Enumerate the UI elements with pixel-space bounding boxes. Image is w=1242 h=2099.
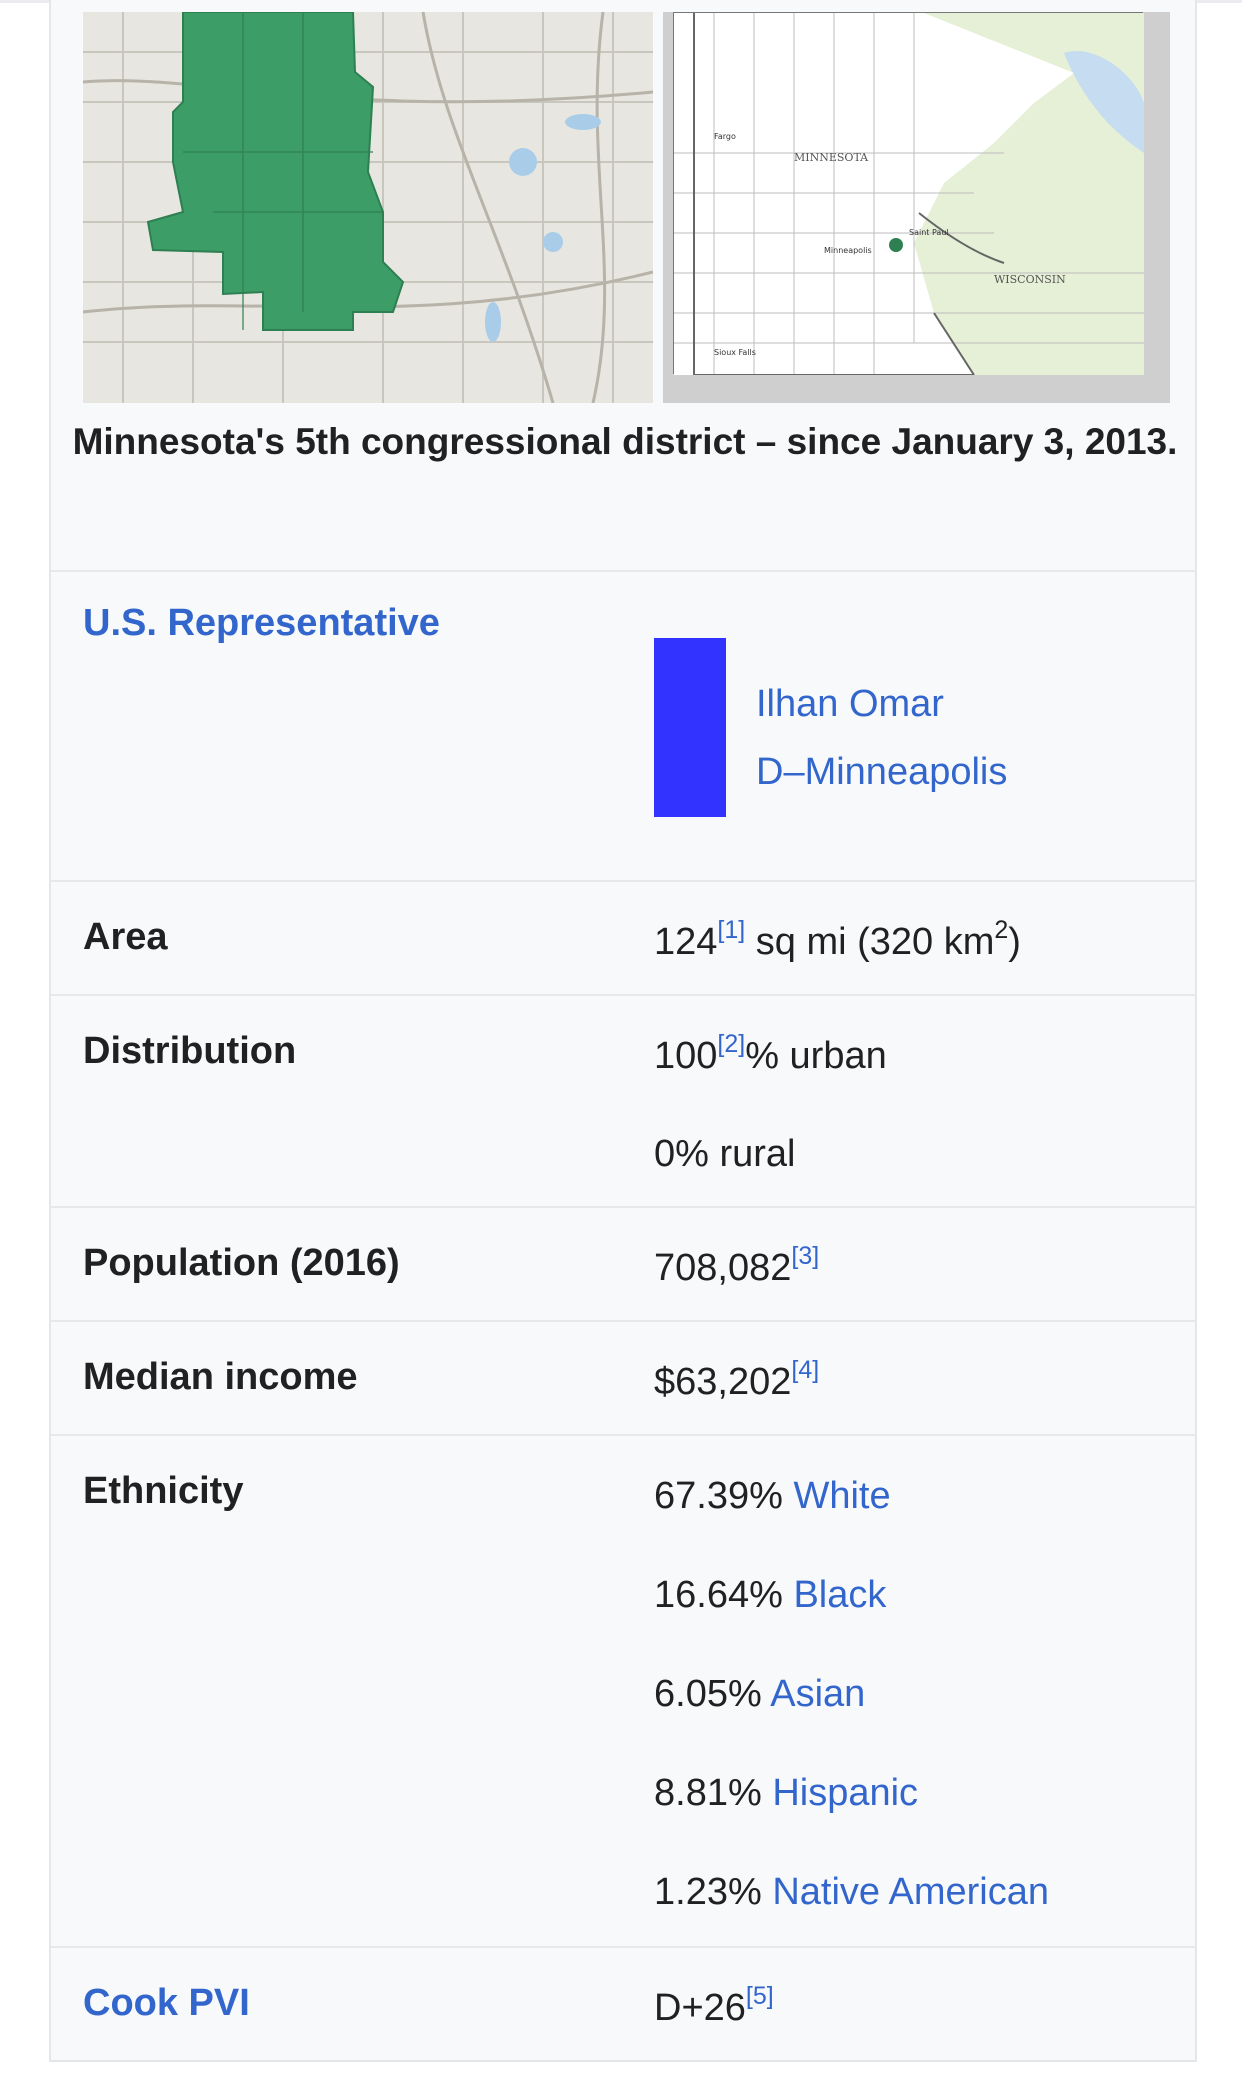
ethnicity-item: 67.39% White: [654, 1474, 891, 1518]
ethnicity-link[interactable]: Asian: [770, 1673, 866, 1715]
ethnicity-item: 16.64% Black: [654, 1573, 886, 1617]
ethnicity-link[interactable]: Hispanic: [772, 1772, 919, 1814]
ref-link[interactable]: [2]: [717, 1030, 746, 1058]
area-label: Area: [83, 916, 168, 958]
ethnicity-label: Ethnicity: [83, 1470, 244, 1512]
district-maps[interactable]: MINNESOTA WISCONSIN Minneapolis Saint Pa…: [83, 12, 1170, 403]
cook-pvi-label[interactable]: Cook PVI: [83, 1982, 250, 2024]
infobox: MINNESOTA WISCONSIN Minneapolis Saint Pa…: [49, 0, 1197, 2062]
representative-info: Ilhan Omar D–Minneapolis: [756, 670, 1007, 806]
income-number: $63,202: [654, 1361, 792, 1403]
row-cook-pvi: Cook PVI D+26[5]: [51, 1946, 1195, 2062]
fargo-label: Fargo: [714, 132, 736, 141]
ref-link[interactable]: [1]: [717, 916, 746, 944]
representative-name[interactable]: Ilhan Omar: [756, 683, 944, 725]
row-representative: U.S. Representative Ilhan Omar D–Minneap…: [51, 570, 1195, 882]
rural-value: 0% rural: [654, 1133, 796, 1175]
distribution-label: Distribution: [83, 1030, 297, 1072]
row-distribution: Distribution 100[2]% urban 0% rural: [51, 994, 1195, 1208]
area-value: 124[1] sq mi (320 km2): [654, 918, 1021, 964]
city-label: Minneapolis: [824, 246, 872, 255]
population-label: Population (2016): [83, 1242, 400, 1284]
ref-link[interactable]: [3]: [791, 1242, 820, 1270]
urban-value: 100[2]% urban: [654, 1032, 887, 1078]
area-unit: sq mi (320 km: [745, 921, 995, 963]
ethnicity-item: 6.05% Asian: [654, 1672, 865, 1716]
area-number: 124: [654, 921, 718, 963]
district-detail-map[interactable]: [83, 12, 653, 403]
income-label: Median income: [83, 1356, 358, 1398]
representative-label[interactable]: U.S. Representative: [83, 602, 440, 644]
party-color-bar: [654, 638, 726, 817]
ethnicity-item: 1.23% Native American: [654, 1870, 1049, 1914]
row-area: Area 124[1] sq mi (320 km2): [51, 880, 1195, 996]
row-ethnicity: Ethnicity 67.39% White 16.64% Black 6.05…: [51, 1434, 1195, 1948]
ref-link[interactable]: [5]: [745, 1982, 774, 2010]
neighbor-label: WISCONSIN: [994, 273, 1066, 286]
sioux-falls-label: Sioux Falls: [714, 348, 756, 357]
area-close: ): [1008, 921, 1021, 963]
ethnicity-pct: 6.05%: [654, 1673, 771, 1715]
ethnicity-item: 8.81% Hispanic: [654, 1771, 918, 1815]
ethnicity-pct: 8.81%: [654, 1772, 773, 1814]
superscript: 2: [994, 916, 1009, 944]
ref-link[interactable]: [4]: [791, 1356, 820, 1384]
ethnicity-link[interactable]: Black: [793, 1574, 887, 1616]
pvi-number: D+26: [654, 1987, 746, 2029]
row-population: Population (2016) 708,082[3]: [51, 1206, 1195, 1322]
urban-number: 100: [654, 1035, 718, 1077]
representative-party-city[interactable]: D–Minneapolis: [756, 751, 1008, 793]
ethnicity-link[interactable]: White: [793, 1475, 891, 1517]
ethnicity-pct: 16.64%: [654, 1574, 794, 1616]
state-locator-map[interactable]: MINNESOTA WISCONSIN Minneapolis Saint Pa…: [663, 12, 1170, 403]
cook-pvi-value: D+26[5]: [654, 1984, 774, 2030]
row-median-income: Median income $63,202[4]: [51, 1320, 1195, 1436]
urban-text: % urban: [745, 1035, 887, 1077]
metro-road-map: [83, 12, 653, 403]
population-value: 708,082[3]: [654, 1244, 819, 1290]
city2-label: Saint Paul: [909, 228, 949, 237]
ethnicity-pct: 1.23%: [654, 1871, 773, 1913]
minnesota-map: MINNESOTA WISCONSIN Minneapolis Saint Pa…: [674, 13, 1144, 376]
ethnicity-pct: 67.39%: [654, 1475, 794, 1517]
map-caption: Minnesota's 5th congressional district –…: [72, 421, 1178, 462]
state-label: MINNESOTA: [794, 151, 869, 164]
ethnicity-link[interactable]: Native American: [772, 1871, 1049, 1913]
population-number: 708,082: [654, 1247, 792, 1289]
income-value: $63,202[4]: [654, 1358, 819, 1404]
